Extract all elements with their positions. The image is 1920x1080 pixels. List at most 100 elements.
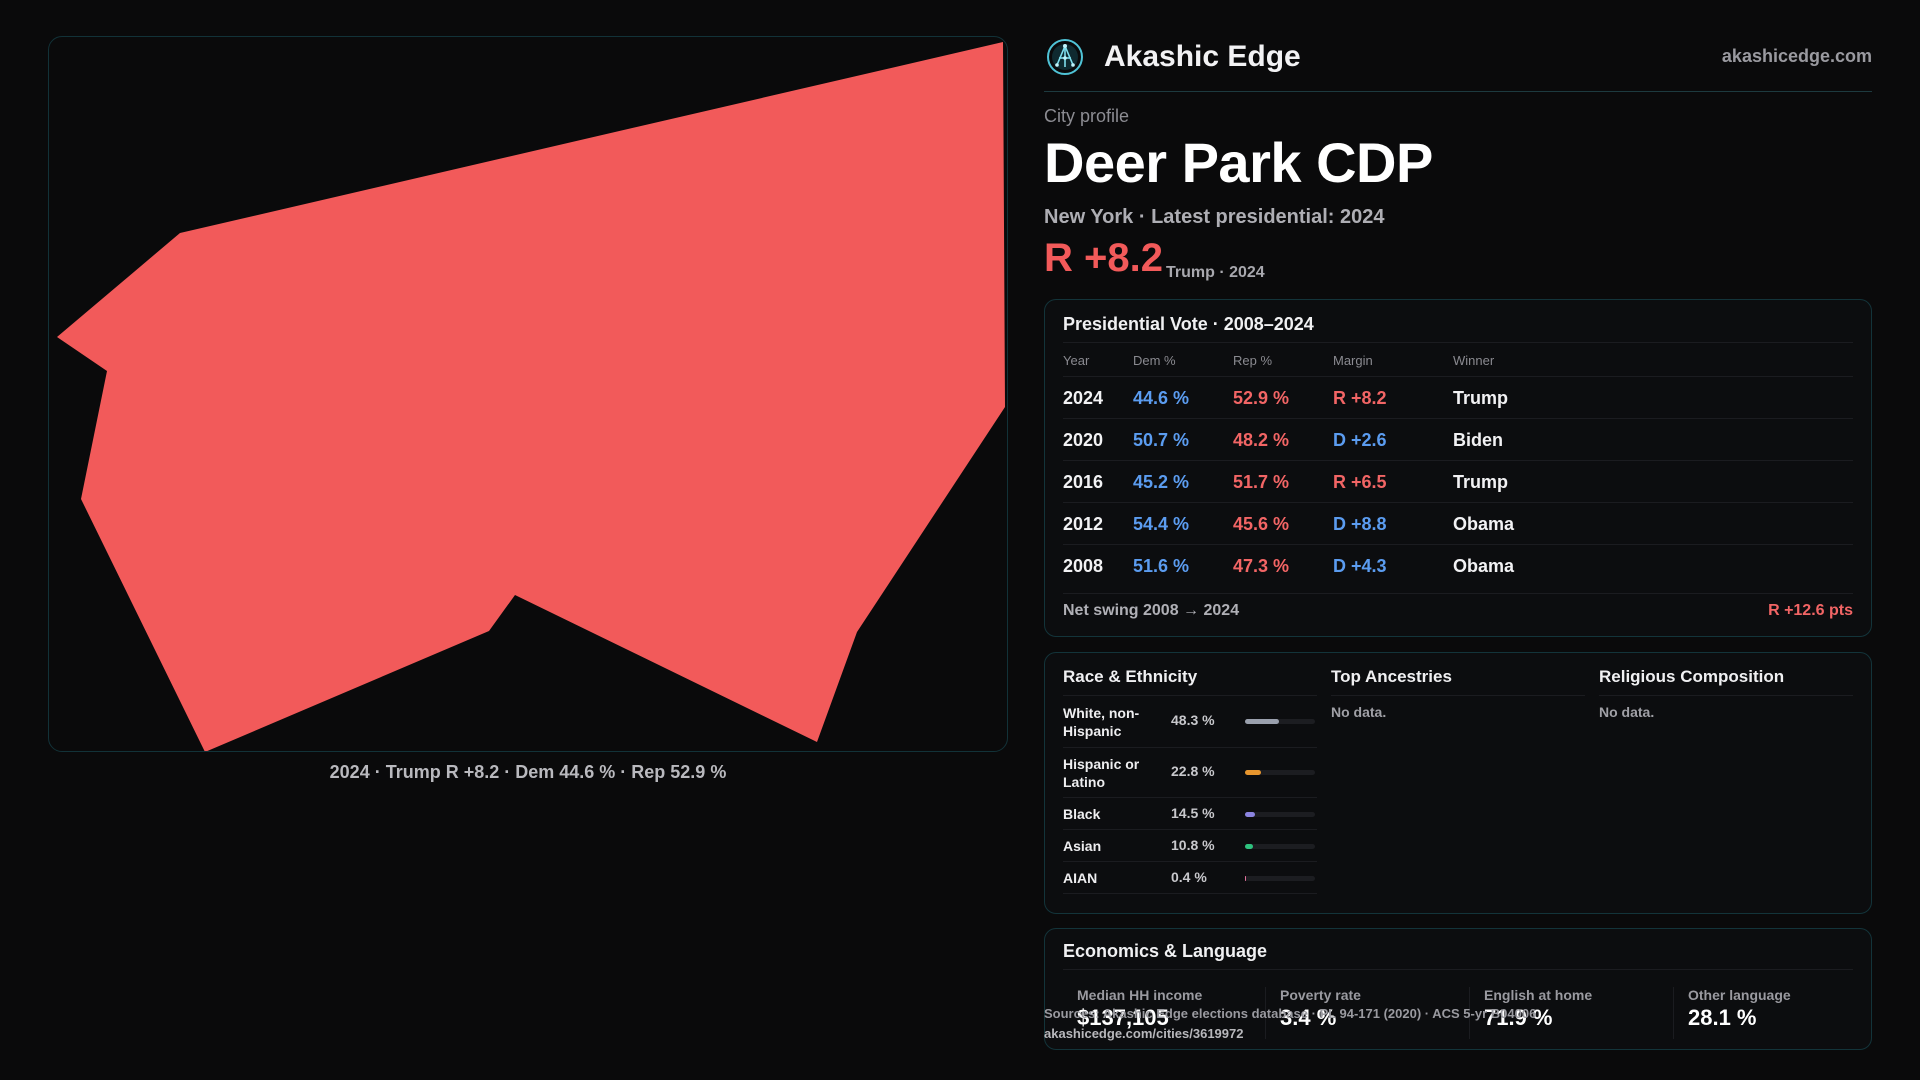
race-bar-track — [1245, 770, 1315, 775]
page-title: Deer Park CDP — [1044, 131, 1433, 194]
demographics-card: Race & Ethnicity White, non-Hispanic 48.… — [1044, 652, 1872, 914]
margin-cell: R +8.2 — [1333, 388, 1387, 408]
race-label: AIAN — [1063, 870, 1098, 886]
column-header-dem: Dem % — [1133, 353, 1176, 368]
winner-cell: Trump — [1453, 388, 1509, 408]
race-row: AIAN 0.4 % — [1063, 862, 1317, 894]
margin-cell: D +8.8 — [1333, 514, 1387, 534]
ancestries-section-title: Top Ancestries — [1331, 667, 1585, 696]
net-swing-label: Net swing 2008 → 2024 — [1063, 602, 1240, 619]
column-header-rep: Rep % — [1233, 353, 1273, 368]
rep-cell: 48.2 % — [1233, 430, 1290, 450]
religion-section: Religious Composition No data. — [1599, 667, 1853, 720]
winner-cell: Trump — [1453, 472, 1509, 492]
race-pct: 48.3 % — [1171, 712, 1215, 728]
brand-name[interactable]: Akashic Edge — [1104, 40, 1301, 73]
margin-cell: R +6.5 — [1333, 472, 1387, 492]
divider — [1063, 969, 1853, 970]
rep-cell: 52.9 % — [1233, 388, 1290, 408]
stat-label: Median HH income — [1077, 987, 1203, 1003]
stat-value: $137,105 — [1077, 1005, 1169, 1030]
economics-card-title: Economics & Language — [1063, 941, 1268, 961]
winner-cell: Biden — [1453, 430, 1504, 450]
race-bar-fill — [1245, 844, 1253, 849]
year-cell: 2008 — [1063, 556, 1104, 576]
table-row: 2020 50.7 % 48.2 % D +2.6 Biden — [1063, 418, 1853, 460]
race-label: Black — [1063, 806, 1101, 822]
ancestries-empty-text: No data. — [1331, 704, 1387, 720]
rep-cell: 47.3 % — [1233, 556, 1290, 576]
race-pct: 22.8 % — [1171, 763, 1215, 779]
table-row: 2016 45.2 % 51.7 % R +6.5 Trump — [1063, 460, 1853, 502]
presidential-vote-card: Presidential Vote · 2008–2024 Year Dem %… — [1044, 299, 1872, 637]
race-bar-fill — [1245, 770, 1261, 775]
district-map[interactable] — [49, 37, 1008, 752]
table-row: 2012 54.4 % 45.6 % D +8.8 Obama — [1063, 502, 1853, 544]
net-swing-value: R +12.6 pts — [1768, 602, 1853, 619]
race-label: Hispanic or Latino — [1063, 756, 1140, 790]
race-bar-fill — [1245, 812, 1256, 817]
map-caption: 2024 · Trump R +8.2 · Dem 44.6 % · Rep 5… — [329, 762, 727, 782]
race-bar-track — [1245, 719, 1315, 724]
column-header-year: Year — [1063, 353, 1090, 368]
dem-cell: 44.6 % — [1133, 388, 1190, 408]
winner-cell: Obama — [1453, 556, 1515, 576]
network-globe-icon[interactable] — [1046, 38, 1084, 76]
dem-cell: 50.7 % — [1133, 430, 1190, 450]
race-ethnicity-section: Race & Ethnicity White, non-Hispanic 48.… — [1063, 667, 1317, 894]
column-header-margin: Margin — [1333, 353, 1373, 368]
vote-card-title: Presidential Vote · 2008–2024 — [1063, 314, 1314, 334]
race-bar-track — [1245, 812, 1315, 817]
ancestries-section: Top Ancestries No data. — [1331, 667, 1585, 720]
district-shape[interactable] — [57, 42, 1005, 752]
stat-english-at-home: English at home 71.9 % — [1469, 987, 1649, 1039]
stat-other-language: Other language 28.1 % — [1673, 987, 1853, 1039]
sources-footnote: Sources: Akashic Edge elections database… — [1044, 1006, 1537, 1021]
dem-cell: 54.4 % — [1133, 514, 1190, 534]
economics-card: Economics & Language Median HH income $1… — [1044, 928, 1872, 1050]
stat-label: Other language — [1688, 987, 1791, 1003]
year-cell: 2024 — [1063, 388, 1104, 408]
winner-cell: Obama — [1453, 514, 1515, 534]
race-bar-track — [1245, 844, 1315, 849]
headline-margin-note: Trump · 2024 — [1166, 264, 1265, 281]
race-pct: 0.4 % — [1171, 869, 1207, 885]
race-label: Asian — [1063, 838, 1102, 854]
dem-cell: 51.6 % — [1133, 556, 1190, 576]
race-label: White, non-Hispanic — [1063, 705, 1140, 739]
net-swing-row: Net swing 2008 → 2024 R +12.6 pts — [1063, 593, 1853, 629]
margin-cell: D +4.3 — [1333, 556, 1387, 576]
page-eyebrow: City profile — [1044, 106, 1130, 126]
stat-label: Poverty rate — [1280, 987, 1361, 1003]
stat-label: English at home — [1484, 987, 1593, 1003]
religion-section-title: Religious Composition — [1599, 667, 1853, 696]
stat-median-income: Median HH income $137,105 — [1063, 987, 1243, 1039]
religion-empty-text: No data. — [1599, 704, 1655, 720]
race-row: White, non-Hispanic 48.3 % — [1063, 696, 1317, 748]
year-cell: 2016 — [1063, 472, 1104, 492]
race-pct: 14.5 % — [1171, 805, 1215, 821]
permalink[interactable]: akashicedge.com/cities/3619972 — [1044, 1026, 1244, 1041]
rep-cell: 51.7 % — [1233, 472, 1290, 492]
column-header-winner: Winner — [1453, 353, 1495, 368]
rep-cell: 45.6 % — [1233, 514, 1290, 534]
year-cell: 2020 — [1063, 430, 1104, 450]
stat-value: 71.9 % — [1484, 1005, 1553, 1030]
map-panel[interactable] — [48, 36, 1008, 752]
race-bar-track — [1245, 876, 1315, 881]
race-row: Black 14.5 % — [1063, 798, 1317, 830]
race-row: Hispanic or Latino 22.8 % — [1063, 748, 1317, 798]
race-section-title: Race & Ethnicity — [1063, 667, 1317, 696]
headline-margin: R +8.2 — [1044, 236, 1163, 280]
table-row: 2024 44.6 % 52.9 % R +8.2 Trump — [1063, 376, 1853, 418]
year-cell: 2012 — [1063, 514, 1104, 534]
stat-value: 3.4 % — [1280, 1005, 1337, 1030]
table-row: 2008 51.6 % 47.3 % D +4.3 Obama — [1063, 544, 1853, 586]
profile-column: Akashic Edge akashicedge.com City profil… — [1044, 0, 1872, 1080]
dem-cell: 45.2 % — [1133, 472, 1190, 492]
stat-value: 28.1 % — [1688, 1005, 1757, 1030]
race-bar-fill — [1245, 719, 1279, 724]
table-header: Year Dem % Rep % Margin Winner — [1063, 342, 1853, 376]
race-row: Asian 10.8 % — [1063, 830, 1317, 862]
brand-url-link[interactable]: akashicedge.com — [1721, 46, 1872, 66]
